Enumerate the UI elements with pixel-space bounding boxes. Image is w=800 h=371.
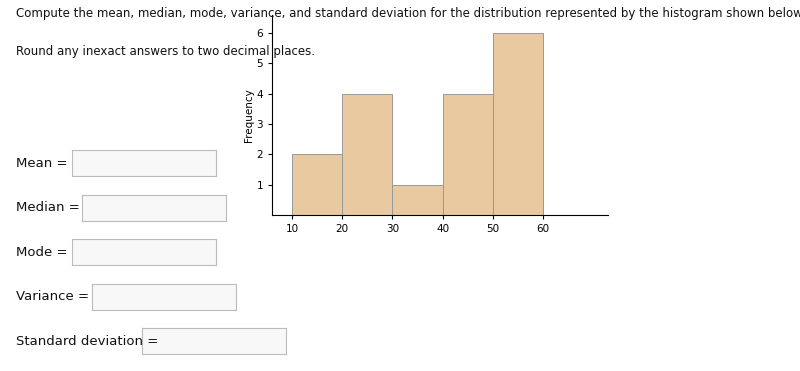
Text: Standard deviation =: Standard deviation = (16, 335, 158, 348)
Text: Median =: Median = (16, 201, 80, 214)
Bar (392, 185, 442, 215)
Text: i: i (78, 291, 82, 302)
Text: i: i (67, 202, 72, 213)
Bar (493, 124, 543, 215)
Bar (292, 154, 342, 215)
Bar (493, 33, 543, 215)
Text: i: i (58, 158, 62, 169)
Y-axis label: Frequency: Frequency (243, 88, 254, 142)
Text: Mode =: Mode = (16, 246, 67, 259)
Text: Variance =: Variance = (16, 290, 89, 303)
Text: i: i (58, 247, 62, 258)
Text: Compute the mean, median, mode, variance, and standard deviation for the distrib: Compute the mean, median, mode, variance… (16, 7, 800, 20)
Text: Round any inexact answers to two decimal places.: Round any inexact answers to two decimal… (16, 45, 315, 58)
Bar (442, 94, 493, 215)
Text: Mean =: Mean = (16, 157, 67, 170)
Bar (342, 94, 392, 215)
Text: i: i (127, 336, 131, 347)
